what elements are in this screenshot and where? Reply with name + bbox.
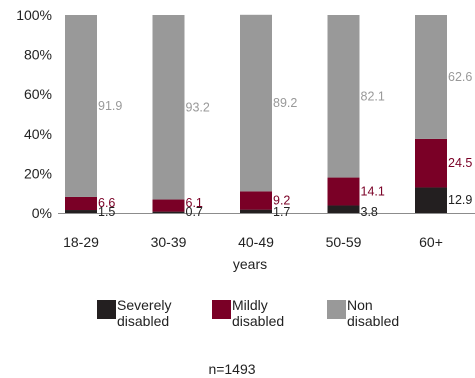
data-label: 1.5	[98, 205, 115, 219]
bar-segment	[327, 205, 360, 213]
legend-label: disabled	[347, 313, 399, 329]
y-tick-label: 0%	[32, 205, 52, 221]
data-label: 93.2	[186, 100, 210, 114]
bar-segment	[415, 138, 447, 188]
bar-segment	[240, 14, 272, 192]
legend-label: Severely	[117, 297, 171, 313]
bar-segment	[152, 199, 185, 212]
y-tick-label: 20%	[24, 165, 52, 181]
data-label: 1.7	[273, 205, 290, 219]
bar-segment	[415, 187, 447, 213]
x-tick-label: 18-29	[63, 234, 99, 250]
bar-segment	[327, 15, 360, 178]
data-label: 0.7	[186, 205, 203, 219]
legend-label: disabled	[232, 313, 284, 329]
x-axis-ticks: 18-29 30-39 40-49 50-59 60+	[63, 234, 443, 250]
legend-swatch	[97, 300, 116, 319]
y-tick-label: 40%	[24, 126, 52, 142]
legend-label: Mildly	[232, 297, 268, 313]
data-label: 6.1	[186, 196, 203, 210]
bar-segment	[327, 177, 360, 206]
bar-segment	[65, 196, 97, 211]
y-axis-ticks: 0% 20% 40% 60% 80% 100%	[16, 7, 52, 221]
y-tick-label: 100%	[16, 7, 52, 23]
legend-swatch	[212, 300, 231, 319]
bar-segment	[65, 210, 97, 213]
sample-size-note: n=1493	[208, 361, 255, 377]
bar-segment	[415, 15, 447, 139]
value-labels: 1.56.6 91.9 0.76.1 93.2 1.79.2 89.2 3.8 14.1 82.…	[98, 70, 472, 219]
data-label: 9.2	[273, 194, 290, 208]
data-label: 3.8	[361, 205, 378, 219]
legend-swatch	[327, 300, 346, 319]
y-tick-label: 60%	[24, 86, 52, 102]
legend-label: Non	[347, 297, 373, 313]
y-tick-label: 80%	[24, 47, 52, 63]
data-label: 89.2	[273, 96, 297, 110]
bar-segment	[65, 15, 97, 197]
data-label: 91.9	[98, 99, 122, 113]
x-axis-title: years	[233, 256, 267, 272]
x-tick-label: 30-39	[151, 234, 187, 250]
data-label: 12.9	[448, 193, 472, 207]
bar-segment	[152, 15, 185, 200]
legend-label: disabled	[117, 313, 169, 329]
data-label: 14.1	[361, 185, 385, 199]
data-label: 82.1	[361, 89, 385, 103]
data-label: 62.6	[448, 70, 472, 84]
data-label: 24.5	[448, 156, 472, 170]
bar-segment	[152, 211, 185, 213]
x-tick-label: 40-49	[238, 234, 274, 250]
data-label: 6.6	[98, 196, 115, 210]
x-tick-label: 60+	[419, 234, 443, 250]
bar-segment	[240, 209, 272, 213]
x-tick-label: 50-59	[326, 234, 362, 250]
legend: SeverelydisabledMildlydisabledNondisable…	[97, 297, 399, 329]
bars	[65, 14, 447, 213]
bar-segment	[240, 191, 272, 210]
